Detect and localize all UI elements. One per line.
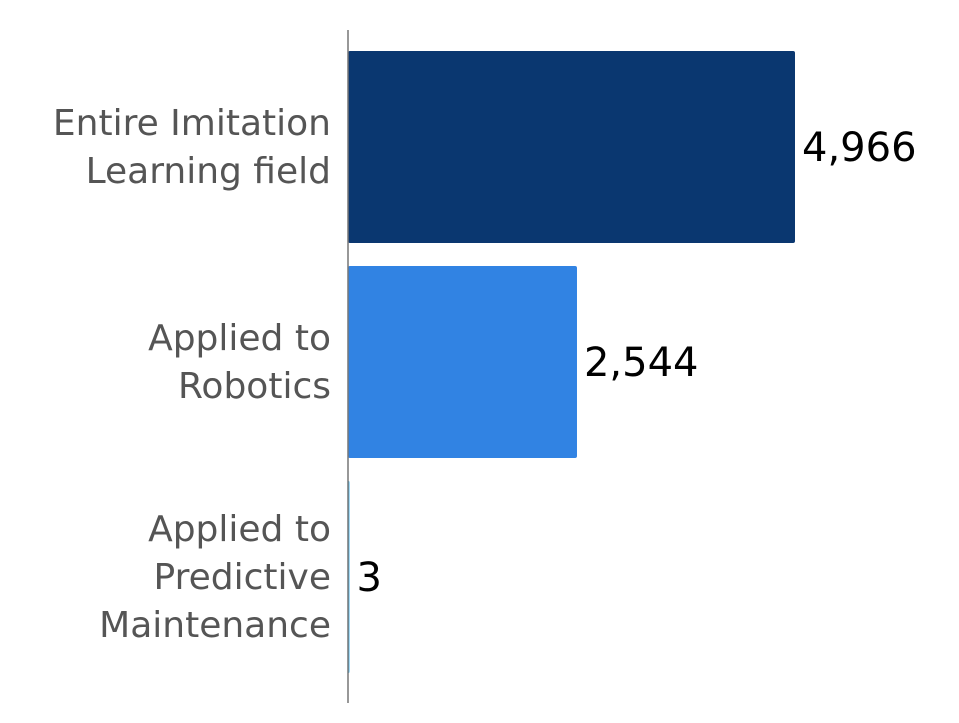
category-label-line: Learning field [86,151,331,192]
bar-0 [348,51,795,243]
category-label-line: Robotics [178,366,331,407]
category-label-line: Applied to [148,509,331,550]
category-label-0: Entire Imitation Learning field [53,103,331,192]
bar-1 [348,266,577,458]
category-label-line: Applied to [148,318,331,359]
value-label-2: 3 [357,555,382,601]
bars-layer [348,51,795,673]
category-label-line: Entire Imitation [53,103,331,144]
value-label-1: 2,544 [584,340,699,386]
category-label-line: Predictive [154,557,331,598]
category-label-2: Applied to Predictive Maintenance [99,509,331,646]
value-label-0: 4,966 [802,125,917,171]
labels-layer: 4,966 Entire Imitation Learning field 2,544… [53,103,917,646]
category-label-line: Maintenance [99,605,331,646]
category-label-1: Applied to Robotics [148,318,331,407]
